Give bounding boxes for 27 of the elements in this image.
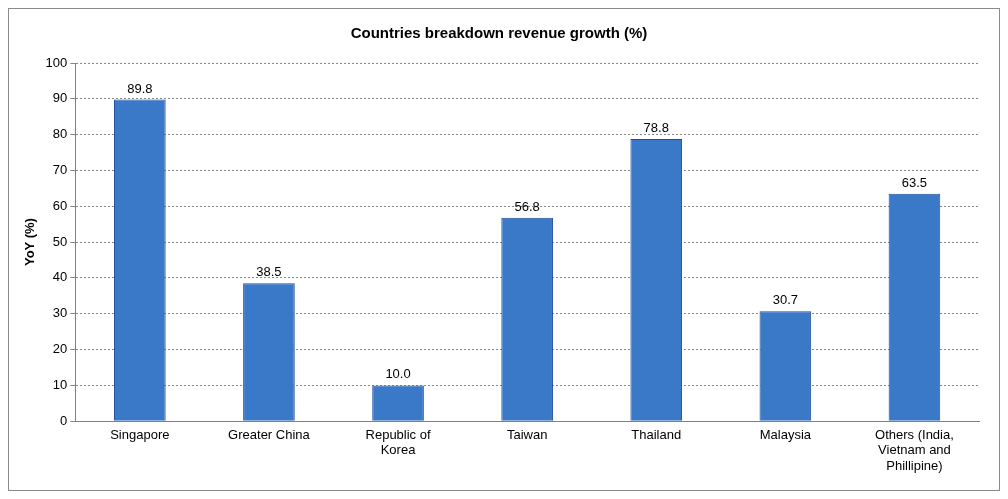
y-tick-label: 90 xyxy=(52,90,68,106)
y-tick-label: 50 xyxy=(52,233,68,249)
y-tick-label: 100 xyxy=(45,54,68,70)
y-tick-label: 30 xyxy=(52,305,68,321)
data-label: 63.5 xyxy=(901,174,928,190)
data-label: 30.7 xyxy=(772,292,798,308)
chart-title: Countries breakdown revenue growth (%) xyxy=(350,24,648,42)
x-tick-label: Singapore xyxy=(110,426,170,442)
y-tick-label: 0 xyxy=(60,412,68,428)
y-tick-label: 60 xyxy=(52,197,68,213)
y-tick-label: 40 xyxy=(52,269,68,285)
data-label: 10.0 xyxy=(385,366,411,382)
x-tick-label: Malaysia xyxy=(759,426,812,442)
x-tick-label: Thailand xyxy=(631,426,682,442)
y-axis-title: YoY (%) xyxy=(22,218,38,267)
data-label: 38.5 xyxy=(256,264,282,280)
data-label: 56.8 xyxy=(514,198,540,214)
y-tick-label: 20 xyxy=(52,341,68,357)
y-tick-label: 70 xyxy=(52,162,68,178)
data-label: 89.8 xyxy=(127,80,153,96)
x-tick-label: Republic of Korea xyxy=(365,426,431,458)
x-tick-label: Taiwan xyxy=(506,426,548,442)
y-tick-label: 10 xyxy=(52,376,68,392)
x-tick-label: Others (India, Vietnam and Phillipine) xyxy=(875,426,954,473)
y-tick-label: 80 xyxy=(52,126,68,142)
x-tick-label: Greater China xyxy=(228,426,311,442)
data-label: 78.8 xyxy=(643,120,669,136)
